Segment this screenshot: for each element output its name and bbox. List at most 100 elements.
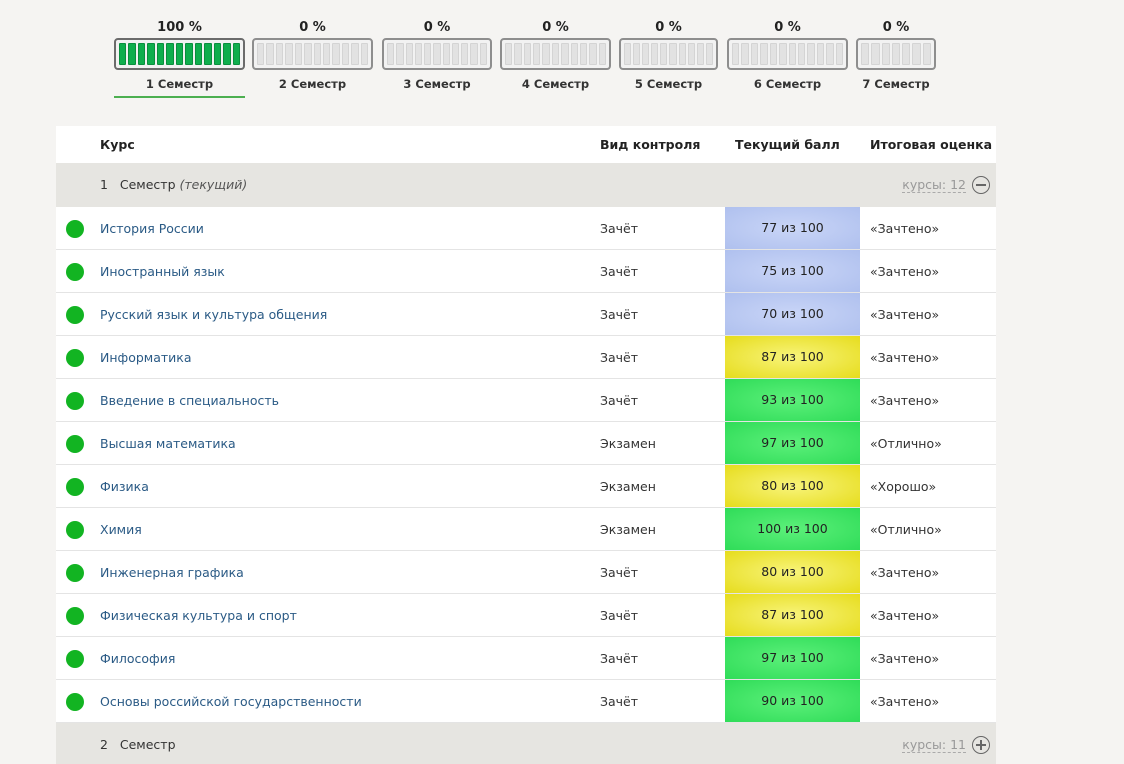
- semester-progress-bar: [500, 38, 611, 70]
- course-link[interactable]: Физическая культура и спорт: [100, 608, 297, 623]
- semester-progress-bar: [252, 38, 373, 70]
- final-grade: «Зачтено»: [870, 393, 940, 408]
- group-number: 1: [100, 177, 108, 192]
- semester-tab-1[interactable]: 100 % 1 Семестр: [114, 20, 245, 98]
- semester-progress-bar: [114, 38, 245, 70]
- semester-label: 6 Семестр: [753, 77, 822, 91]
- plus-circle-icon[interactable]: [972, 736, 990, 754]
- group-number: 2: [100, 737, 108, 752]
- group-course-count[interactable]: курсы: 11: [902, 737, 966, 753]
- current-score: 93 из 100: [725, 379, 860, 421]
- semester-label: 4 Семестр: [521, 77, 590, 91]
- semester-label: 1 Семестр: [145, 77, 214, 91]
- semester-percent: 0 %: [299, 20, 326, 35]
- status-dot-icon: [66, 478, 84, 496]
- final-grade: «Зачтено»: [870, 264, 940, 279]
- course-link[interactable]: Введение в специальность: [100, 393, 279, 408]
- status-dot-icon: [66, 220, 84, 238]
- current-score: 77 из 100: [725, 207, 860, 249]
- status-dot-icon: [66, 392, 84, 410]
- course-link[interactable]: Физика: [100, 479, 149, 494]
- grades-table: Курс Вид контроля Текущий балл Итоговая …: [56, 126, 996, 764]
- semester-progress-bar: [856, 38, 936, 70]
- current-score: 100 из 100: [725, 508, 860, 550]
- semester-percent: 0 %: [774, 20, 801, 35]
- final-grade: «Зачтено»: [870, 307, 940, 322]
- status-dot-icon: [66, 650, 84, 668]
- control-type: Зачёт: [600, 565, 639, 580]
- current-score: 75 из 100: [725, 250, 860, 292]
- semester-label: 5 Семестр: [634, 77, 703, 91]
- table-row: Философия Зачёт 97 из 100 «Зачтено»: [56, 637, 996, 680]
- table-row: Информатика Зачёт 87 из 100 «Зачтено»: [56, 336, 996, 379]
- final-grade: «Зачтено»: [870, 350, 940, 365]
- control-type: Зачёт: [600, 307, 639, 322]
- semester-group-2[interactable]: 2 Семестр курсы: 11: [56, 723, 996, 764]
- minus-circle-icon[interactable]: [972, 176, 990, 194]
- semester-label: 3 Семестр: [403, 77, 471, 91]
- header-control: Вид контроля: [600, 137, 701, 152]
- status-dot-icon: [66, 263, 84, 281]
- semester-progress-bar: [619, 38, 718, 70]
- header-course: Курс: [100, 137, 135, 152]
- course-link[interactable]: Высшая математика: [100, 436, 236, 451]
- final-grade: «Хорошо»: [870, 479, 937, 494]
- current-score: 70 из 100: [725, 293, 860, 335]
- final-grade: «Зачтено»: [870, 565, 940, 580]
- course-link[interactable]: Химия: [100, 522, 142, 537]
- semester-percent: 0 %: [542, 20, 569, 35]
- semester-percent: 0 %: [655, 20, 682, 35]
- semester-percent: 0 %: [423, 20, 451, 35]
- semester-group-1[interactable]: 1 Семестр (текущий) курсы: 12: [56, 163, 996, 207]
- status-dot-icon: [66, 607, 84, 625]
- current-score: 87 из 100: [725, 594, 860, 636]
- semester-progress-bar: [382, 38, 492, 70]
- control-type: Экзамен: [600, 522, 656, 537]
- active-tab-underline: [114, 96, 245, 98]
- table-header: Курс Вид контроля Текущий балл Итоговая …: [56, 126, 996, 163]
- course-link[interactable]: Иностранный язык: [100, 264, 225, 279]
- current-score: 90 из 100: [725, 680, 860, 722]
- semester-tab-5[interactable]: 0 % 5 Семестр: [619, 20, 718, 92]
- status-dot-icon: [66, 306, 84, 324]
- course-link[interactable]: История России: [100, 221, 204, 236]
- course-link[interactable]: Информатика: [100, 350, 192, 365]
- table-row: Физическая культура и спорт Зачёт 87 из 10…: [56, 594, 996, 637]
- final-grade: «Отлично»: [870, 522, 942, 537]
- group-course-count[interactable]: курсы: 12: [902, 177, 966, 193]
- table-row: Основы российской государственности Зачёт…: [56, 680, 996, 723]
- semester-progress-strip: 100 % 1 Семестр 0 % 2 Семестр 0 % 3 Семе…: [0, 0, 1124, 110]
- semester-tab-2[interactable]: 0 % 2 Семестр: [252, 20, 373, 92]
- control-type: Зачёт: [600, 264, 639, 279]
- final-grade: «Зачтено»: [870, 608, 940, 623]
- final-grade: «Зачтено»: [870, 651, 940, 666]
- semester-tab-3[interactable]: 0 % 3 Семестр: [382, 20, 492, 92]
- table-row: История России Зачёт 77 из 100 «Зачтено»: [56, 207, 996, 250]
- current-score: 80 из 100: [725, 465, 860, 507]
- table-row: Иностранный язык Зачёт 75 из 100 «Зачтено»: [56, 250, 996, 293]
- semester-percent: 0 %: [882, 20, 910, 35]
- status-dot-icon: [66, 693, 84, 711]
- status-dot-icon: [66, 521, 84, 539]
- group-note: (текущий): [179, 177, 248, 192]
- semester-tab-4[interactable]: 0 % 4 Семестр: [500, 20, 611, 92]
- table-row: Русский язык и культура общения Зачёт 70 и…: [56, 293, 996, 336]
- course-link[interactable]: Основы российской государственности: [100, 694, 362, 709]
- current-score: 97 из 100: [725, 637, 860, 679]
- semester-progress-bar: [727, 38, 848, 70]
- control-type: Зачёт: [600, 651, 639, 666]
- table-row: Физика Экзамен 80 из 100 «Хорошо»: [56, 465, 996, 508]
- course-link[interactable]: Русский язык и культура общения: [100, 307, 328, 322]
- semester-label: 7 Семестр: [862, 77, 930, 91]
- table-row: Введение в специальность Зачёт 93 из 100 «З…: [56, 379, 996, 422]
- control-type: Экзамен: [600, 479, 656, 494]
- group-name: Семестр: [119, 737, 176, 752]
- semester-percent: 100 %: [157, 20, 202, 35]
- final-grade: «Зачтено»: [870, 694, 940, 709]
- semester-tab-6[interactable]: 0 % 6 Семестр: [727, 20, 848, 92]
- semester-tab-7[interactable]: 0 % 7 Семестр: [856, 20, 936, 92]
- course-link[interactable]: Философия: [100, 651, 176, 666]
- group-title: 1 Семестр (текущий): [100, 163, 247, 207]
- course-link[interactable]: Инженерная графика: [100, 565, 244, 580]
- header-final: Итоговая оценка: [870, 137, 993, 152]
